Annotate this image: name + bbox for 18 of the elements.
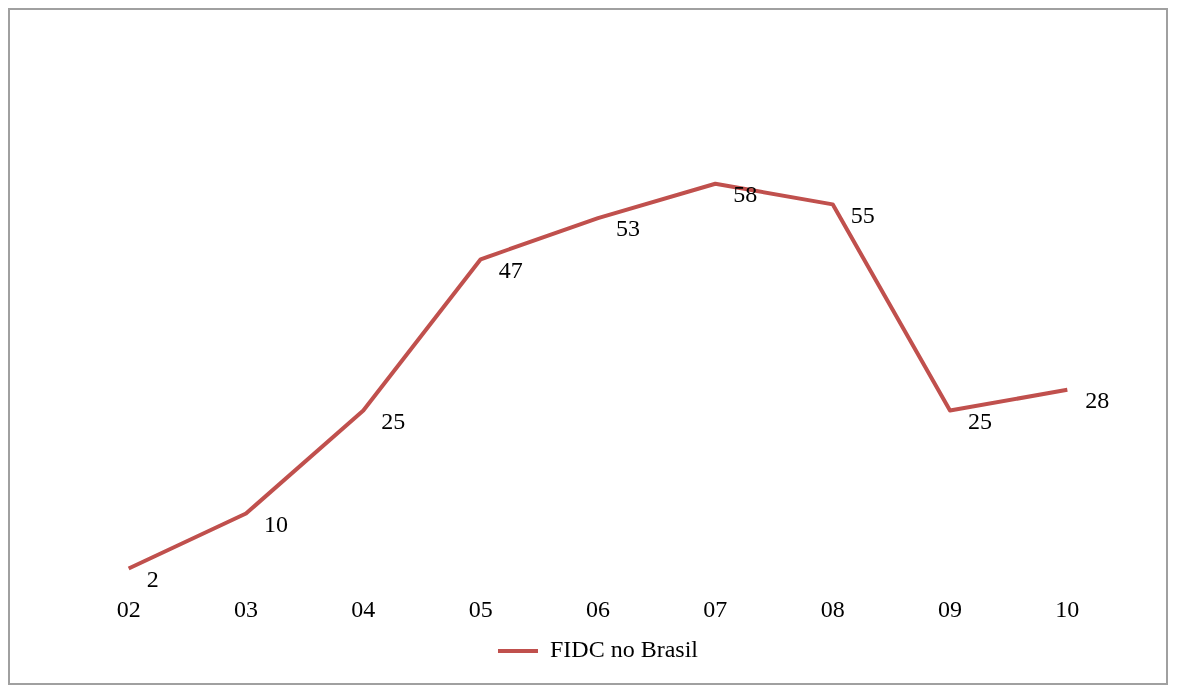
x-tick-label: 10 bbox=[1055, 595, 1080, 622]
legend-label: FIDC no Brasil bbox=[550, 636, 699, 663]
data-label: 28 bbox=[1085, 387, 1110, 414]
data-label: 2 bbox=[146, 565, 159, 592]
x-tick-label: 04 bbox=[351, 595, 376, 622]
data-label: 25 bbox=[381, 407, 406, 434]
x-tick-label: 09 bbox=[938, 595, 962, 622]
x-tick-label: 05 bbox=[468, 595, 493, 622]
data-label: 25 bbox=[968, 407, 992, 434]
x-tick-label: 02 bbox=[116, 595, 141, 622]
x-tick-label: 08 bbox=[820, 595, 845, 622]
data-label: 53 bbox=[616, 215, 640, 242]
x-tick-label: 07 bbox=[703, 595, 728, 622]
data-label: 47 bbox=[498, 256, 523, 283]
x-tick-label: 06 bbox=[586, 595, 610, 622]
x-tick-label: 03 bbox=[234, 595, 258, 622]
data-label: 10 bbox=[264, 510, 288, 537]
data-label: 55 bbox=[850, 201, 875, 228]
